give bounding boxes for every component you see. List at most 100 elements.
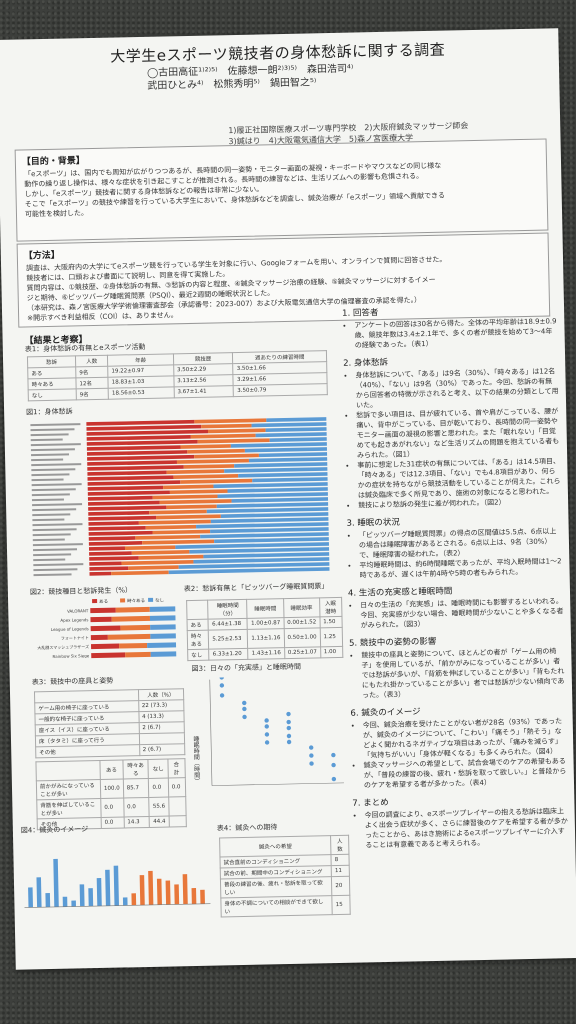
fig1-bar-no bbox=[220, 512, 329, 518]
fig2-bar-segment bbox=[90, 625, 121, 632]
fig1-bar-no bbox=[251, 422, 327, 428]
table3b-cell: 0.0 bbox=[123, 797, 150, 817]
fig1-bar-yes bbox=[89, 556, 139, 561]
fig3-dot bbox=[331, 752, 336, 758]
table1-cell: 3.50±0.79 bbox=[233, 383, 328, 397]
fig1-bar-sometimes bbox=[183, 464, 235, 469]
fig3-dot-plot bbox=[209, 675, 344, 786]
fig3-dot bbox=[286, 733, 292, 739]
table3b-header-cell: 合計 bbox=[167, 758, 186, 779]
fig1-bar-no bbox=[189, 547, 330, 554]
section-bullets: アンケートの回答は30名から得た。全体の平均年齢は18.9±0.9歳、競技年数は… bbox=[354, 316, 558, 350]
section-bullets: 今回の調査により、eスポーツプレイヤーの抱える愁訴は臨床上よく出会う症状が多く、… bbox=[365, 806, 569, 850]
table4-caption: 表4：鍼灸への期待 bbox=[216, 823, 278, 833]
table2-cell: なし bbox=[187, 649, 210, 661]
fig4-bar bbox=[53, 858, 59, 907]
table2-cell: 5.25±2.53 bbox=[208, 629, 249, 650]
table1-cell: 9名 bbox=[75, 366, 109, 378]
section-bullets: 日々の生活の「充実感」は、睡眠時間にも影響するといわれる。今回、充実感が少ない場… bbox=[360, 596, 564, 630]
table3b-header-cell: 時々ある bbox=[122, 759, 149, 779]
fig1-bar-no bbox=[214, 537, 329, 544]
fig1-bar-yes bbox=[89, 561, 122, 566]
section-bullets: 「ピッツバーグ睡眠質問票」の得点の区間値は5.5点、6点以上の場合は睡眠障害があ… bbox=[359, 526, 563, 580]
fig3-caption: 図3：日々の「充実感」と睡眠時間 bbox=[191, 662, 302, 674]
fig1-row-label-placeholder bbox=[30, 428, 75, 432]
fig1-row-label-placeholder bbox=[31, 488, 76, 492]
fig1-row-label-placeholder bbox=[31, 473, 70, 477]
table2-cell: ある bbox=[187, 619, 209, 631]
table3b-cell: 背筋を伸ばしていることが多い bbox=[36, 798, 102, 819]
fig1-bar-no bbox=[265, 427, 327, 433]
table3b-header-cell: なし bbox=[148, 759, 169, 779]
section-bullets: 今回、鍼灸治療を受けたことがない者が28名（93%）であったが、鍼灸のイメージに… bbox=[363, 716, 567, 790]
fig4-bar bbox=[165, 880, 171, 905]
fig1-stacked-bars bbox=[30, 417, 330, 577]
fig3-dot bbox=[219, 675, 224, 680]
fig1-bar-no bbox=[238, 472, 328, 478]
fig1-row-label-placeholder bbox=[31, 483, 82, 487]
fig1-bar-no bbox=[252, 477, 328, 483]
fig1-bar-no bbox=[168, 567, 330, 575]
fig1-bar-sometimes bbox=[194, 418, 267, 424]
fig3-y-axis bbox=[209, 679, 213, 786]
fig4-bar bbox=[28, 887, 33, 908]
fig1-bar-sometimes bbox=[152, 494, 218, 500]
fig1-row-label-placeholder bbox=[31, 493, 70, 497]
fig1-bar-yes bbox=[88, 500, 160, 506]
fig1-bar-sometimes bbox=[142, 539, 215, 545]
table2: 睡眠時間（分） 睡眠時間 睡眠効率 入眠潜時 ある 6.44±1.38 1.00±0.87… bbox=[186, 597, 343, 661]
fig1-row-label-placeholder bbox=[32, 543, 83, 547]
fig2-bar-segment bbox=[90, 634, 108, 641]
bullet-item: 愁訴で多い項目は、目が疲れている、首や肩がこっている、腰が痛い、背中がこっている… bbox=[356, 406, 560, 460]
fig4-bar bbox=[122, 897, 128, 906]
fig1-bar-sometimes bbox=[180, 478, 253, 484]
fig3-dot bbox=[286, 719, 291, 725]
fig3-dot bbox=[331, 762, 336, 768]
table3b-cell: 0.0 bbox=[148, 778, 169, 798]
fig4-bar bbox=[105, 869, 111, 906]
fig1-bar-yes bbox=[87, 485, 164, 491]
fig3-ylabel: 睡眠時間（時間） bbox=[191, 735, 200, 785]
table2-header-cell: 睡眠効率 bbox=[283, 597, 320, 618]
fig4-bar bbox=[174, 884, 180, 905]
fig1-bar-yes bbox=[87, 470, 167, 476]
fig1-bar-yes bbox=[87, 475, 174, 481]
fig4-bar bbox=[139, 875, 145, 906]
fig4-bar bbox=[200, 889, 205, 904]
fig1-bar-sometimes bbox=[121, 559, 194, 566]
fig1-bar-yes bbox=[87, 495, 153, 501]
bullet-item: 今回の調査により、eスポーツプレイヤーの抱える愁訴は臨床上よく出会う症状が多く、… bbox=[365, 806, 569, 850]
table2-cell: 0.25±1.07 bbox=[284, 646, 321, 659]
fig1-bar-sometimes bbox=[173, 474, 239, 479]
fig1-bar-no bbox=[178, 562, 330, 569]
fig1-bar-yes bbox=[87, 490, 170, 496]
research-poster: 大学生eスポーツ競技者の身体愁訴に関する調査 ◯古田高征¹⁾²⁾⁵⁾ 佐藤想一朗… bbox=[0, 28, 576, 970]
fig1-bar-no bbox=[216, 502, 329, 509]
bullet-item: 身体愁訴について、「ある」は9名（30%）、「時々ある」は12名（40%）、「な… bbox=[355, 366, 559, 410]
fig3-dot bbox=[286, 739, 292, 745]
table1-cell: 18.56±0.53 bbox=[108, 386, 175, 400]
fig3-dot bbox=[219, 683, 225, 688]
fig4-bar bbox=[96, 877, 102, 907]
fig4-caption: 図4：鍼灸のイメージ bbox=[20, 825, 89, 835]
fig1-bar-no bbox=[234, 462, 328, 468]
fig1-row-label-placeholder bbox=[31, 468, 76, 472]
table3-cell: その他 bbox=[35, 744, 140, 758]
fig3-dot bbox=[286, 725, 291, 731]
table1: 愁訴 人数 年齢 競技歴 週あたりの練習時間 ある 9名 19.22±0.97 3.50±2.… bbox=[27, 350, 328, 401]
fig1-bar-yes bbox=[88, 510, 150, 516]
fig1-bar-no bbox=[213, 482, 328, 489]
fig1-row-label-placeholder bbox=[30, 423, 81, 427]
fig1-bar-no bbox=[227, 487, 328, 493]
fig1-bar-sometimes bbox=[169, 489, 228, 495]
table2-cell: 1.00 bbox=[320, 646, 343, 658]
table3: 人数（%） ゲーム用の椅子に座っている 22 (73.3) 一般的な椅子に座っている… bbox=[34, 688, 185, 758]
fig1-bar-yes bbox=[86, 429, 209, 436]
table2-header-cell: 睡眠時間（分） bbox=[208, 599, 248, 620]
bullet-item: 平均睡眠時間は、約6時間睡眠であったが、平均入眠時間は1〜2時であるが、遅くは午… bbox=[359, 556, 562, 580]
table1-caption: 表1：身体愁訴の有無とeスポーツ活動 bbox=[24, 342, 146, 354]
fig2-bar-segment bbox=[120, 624, 151, 631]
fig1-row-label-placeholder bbox=[32, 508, 77, 512]
background-text: 「eスポーツ」は、国内でも周知が広がりつつあるが、長時間の同一姿勢・モニター画面… bbox=[24, 159, 539, 220]
fig1-row-label-placeholder bbox=[31, 463, 82, 467]
